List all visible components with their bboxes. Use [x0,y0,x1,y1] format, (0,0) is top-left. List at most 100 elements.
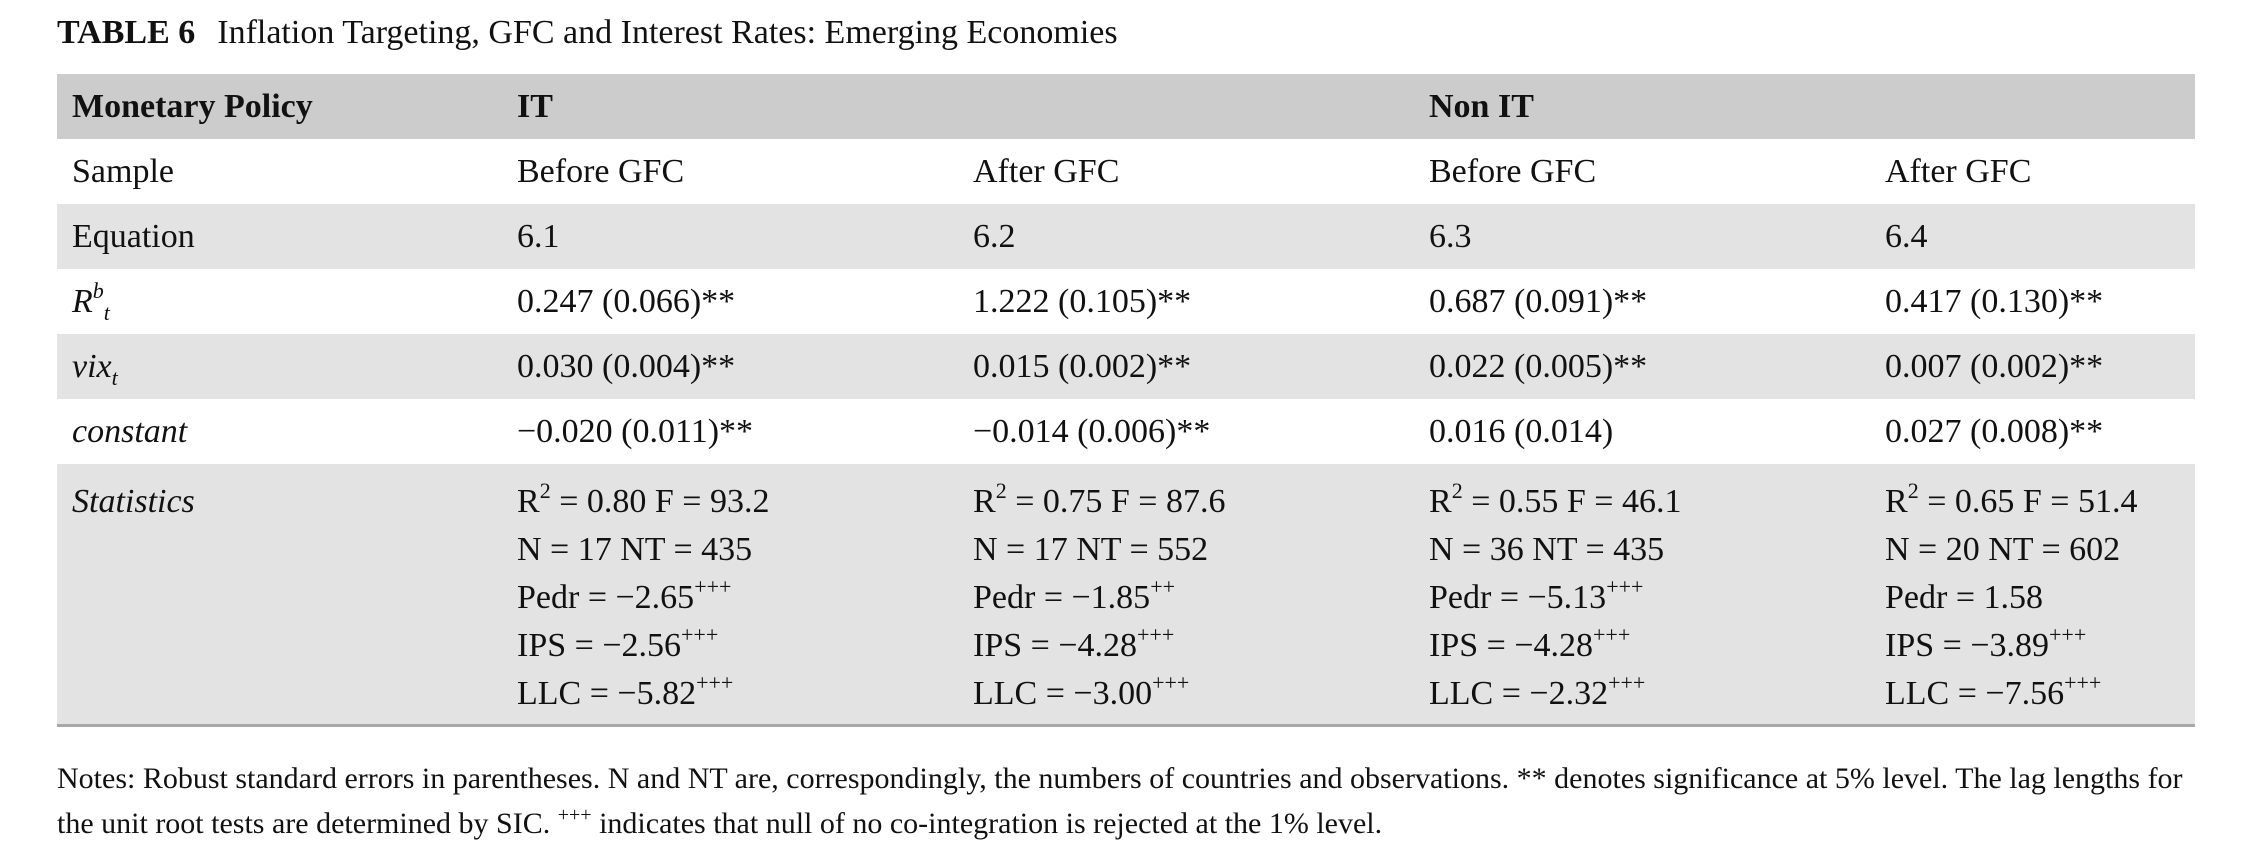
table-cell: 0.687 (0.091)** [1429,282,1648,320]
ips-significance: +++ [681,622,719,647]
llc-significance: +++ [696,670,734,695]
label-sub: t [103,299,110,325]
table-cell: −0.020 (0.011)** [517,412,754,450]
label-sub: t [111,364,118,390]
f-value: 93.2 [709,483,770,520]
llc-value: −7.56 [1985,675,2065,712]
table-cell: 0.016 (0.014) [1429,412,1614,450]
table-row-vix: vixt 0.030 (0.004)** 0.015 (0.002)** 0.0… [57,334,2195,399]
label-main: vix [72,347,112,385]
row-label: Equation [72,217,195,255]
llc-significance: +++ [1152,670,1190,695]
n-value: 17 [577,531,612,568]
stat-line: N = 36 NT = 435 [1429,531,1665,568]
nt-value: 602 [2069,531,2121,568]
table-row-rbt: Rbt 0.247 (0.066)** 1.222 (0.105)** 0.68… [57,269,2195,334]
table-cell: 1.222 (0.105)** [973,282,1192,320]
stat-line: LLC = −5.82+++ [517,670,734,713]
r2-exponent: 2 [1907,478,1919,503]
nt-value: 552 [1157,531,1209,568]
label-main: R [72,282,93,320]
table-cell: 0.007 (0.002)** [1885,347,2104,385]
stat-line: IPS = −2.56+++ [517,622,719,665]
stat-line: IPS = −3.89+++ [1885,622,2087,665]
stat-line: LLC = −7.56+++ [1885,670,2102,713]
stat-line: Pedr = −2.65+++ [517,574,732,617]
stat-line: N = 17 NT = 435 [517,531,753,568]
table-cell: 0.015 (0.002)** [973,347,1192,385]
row-label: constant [72,412,188,450]
r2-exponent: 2 [539,478,551,503]
pedr-value: −5.13 [1527,579,1607,616]
r2-value: 0.80 [586,483,647,520]
r2-value: 0.55 [1498,483,1559,520]
pedr-significance: +++ [1606,574,1644,599]
stat-line: R2 = 0.75 F = 87.6 [973,478,1226,521]
r2-value: 0.65 [1954,483,2015,520]
ips-value: −4.28 [1058,627,1138,664]
table-cell: 0.022 (0.005)** [1429,347,1648,385]
stat-line: Pedr = −1.85++ [973,574,1176,617]
header-group-non-it: Non IT [1429,87,1534,125]
table-cell: 6.3 [1429,217,1472,255]
n-value: 17 [1033,531,1068,568]
llc-significance: +++ [1608,670,1646,695]
table-caption: TABLE 6 Inflation Targeting, GFC and Inte… [57,10,1118,56]
row-label-vix: vixt [57,334,502,399]
nt-value: 435 [701,531,753,568]
stats-cell: R2 = 0.65 F = 51.4 N = 20 NT = 602 Pedr = … [1870,464,2195,726]
row-label-rbt: Rbt [57,269,502,334]
n-value: 20 [1945,531,1980,568]
table-cell: After GFC [973,152,1120,190]
table-row-equation: Equation 6.1 6.2 6.3 6.4 [57,204,2195,269]
stat-line: Pedr = −5.13+++ [1429,574,1644,617]
table-cell: Before GFC [1429,152,1597,190]
table-cell: 0.417 (0.130)** [1885,282,2104,320]
table-row-sample: Sample Before GFC After GFC Before GFC A… [57,139,2195,204]
f-value: 46.1 [1621,483,1682,520]
table-title: Inflation Targeting, GFC and Interest Ra… [217,14,1118,51]
table-cell: 0.027 (0.008)** [1885,412,2104,450]
table-cell: 0.030 (0.004)** [517,347,736,385]
stat-line: N = 17 NT = 552 [973,531,1209,568]
stat-line: N = 20 NT = 602 [1885,531,2121,568]
pedr-significance: ++ [1150,574,1176,599]
table-cell: 0.247 (0.066)** [517,282,736,320]
table-notes: Notes: Robust standard errors in parenth… [57,756,2197,846]
ips-significance: +++ [2049,622,2087,647]
stat-line: IPS = −4.28+++ [973,622,1175,665]
notes-superscript: +++ [557,804,592,826]
notes-text-2: indicates that null of no co-integration… [599,807,1383,840]
stat-line: LLC = −3.00+++ [973,670,1190,713]
table-cell: 6.4 [1885,217,1928,255]
r2-value: 0.75 [1042,483,1103,520]
row-label: Sample [72,152,174,190]
stat-line: Pedr = 1.58 [1885,579,2044,616]
stat-line: R2 = 0.80 F = 93.2 [517,478,770,521]
n-value: 36 [1489,531,1524,568]
ips-significance: +++ [1137,622,1175,647]
stat-line: LLC = −2.32+++ [1429,670,1646,713]
stat-line: R2 = 0.65 F = 51.4 [1885,478,2138,521]
table-cell: Before GFC [517,152,685,190]
ips-value: −2.56 [602,627,682,664]
pedr-value: 1.58 [1983,579,2044,616]
pedr-value: −2.65 [615,579,695,616]
label-sup: b [92,277,104,303]
stats-cell: R2 = 0.75 F = 87.6 N = 17 NT = 552 Pedr = … [958,464,1414,726]
nt-value: 435 [1613,531,1665,568]
ips-significance: +++ [1593,622,1631,647]
table-cell: −0.014 (0.006)** [973,412,1211,450]
stats-cell: R2 = 0.55 F = 46.1 N = 36 NT = 435 Pedr = … [1414,464,1870,726]
r2-exponent: 2 [995,478,1007,503]
llc-significance: +++ [2064,670,2102,695]
r2-exponent: 2 [1451,478,1463,503]
llc-value: −2.32 [1529,675,1609,712]
f-value: 51.4 [2077,483,2138,520]
header-row: Monetary Policy IT Non IT [57,74,2195,139]
table-label: TABLE 6 [57,14,196,51]
table-row-statistics: Statistics R2 = 0.80 F = 93.2 N = 17 NT =… [57,464,2195,726]
table-row-constant: constant −0.020 (0.011)** −0.014 (0.006)… [57,399,2195,464]
stat-line: R2 = 0.55 F = 46.1 [1429,478,1682,521]
table-cell: 6.1 [517,217,560,255]
